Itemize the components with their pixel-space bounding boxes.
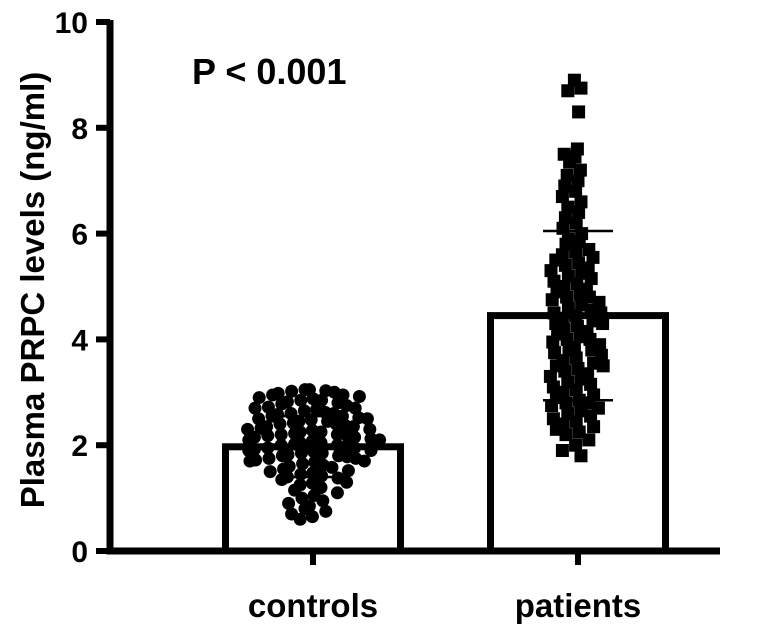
data-point-controls xyxy=(261,441,275,455)
data-point-patients xyxy=(596,359,610,373)
data-point-controls xyxy=(319,504,333,518)
data-point-patients xyxy=(558,258,572,272)
data-point-controls xyxy=(265,409,279,423)
data-point-patients xyxy=(572,105,586,119)
y-axis-title: Plasma PRPC levels (ng/ml) xyxy=(14,72,51,509)
data-point-patients xyxy=(561,84,575,98)
data-point-patients xyxy=(546,335,560,349)
data-point-patients xyxy=(573,163,587,177)
significance-annotation: P < 0.001 xyxy=(192,51,346,92)
data-points-layer xyxy=(241,73,610,526)
y-tick-label: 6 xyxy=(71,219,88,252)
data-point-controls xyxy=(252,391,266,405)
data-point-patients xyxy=(586,250,600,264)
data-point-controls xyxy=(294,393,308,407)
data-point-patients xyxy=(543,369,557,383)
data-point-controls xyxy=(348,430,362,444)
data-point-patients xyxy=(584,272,598,286)
data-point-patients xyxy=(558,364,572,378)
data-point-patients xyxy=(569,383,583,397)
y-tick-label: 4 xyxy=(71,324,88,357)
data-point-patients xyxy=(587,420,601,434)
data-point-patients xyxy=(574,195,588,209)
data-point-controls xyxy=(288,437,302,451)
data-point-controls xyxy=(293,512,307,526)
axes-layer: 0 2 4 6 8 10 controls patients xyxy=(55,7,720,624)
data-point-patients xyxy=(555,443,569,457)
data-point-patients xyxy=(582,433,596,447)
data-point-patients xyxy=(569,184,583,198)
x-category-label: patients xyxy=(515,587,642,624)
data-point-controls xyxy=(282,496,296,510)
data-point-controls xyxy=(248,401,262,415)
error-bars-layer xyxy=(278,229,613,479)
data-point-controls xyxy=(285,384,299,398)
data-point-patients xyxy=(558,211,572,225)
data-point-controls xyxy=(262,451,276,465)
data-point-patients xyxy=(560,290,574,304)
data-point-patients xyxy=(558,179,572,193)
data-point-controls xyxy=(305,510,319,524)
data-point-controls xyxy=(357,454,371,468)
data-point-controls xyxy=(296,457,310,471)
y-tick-label: 2 xyxy=(71,430,88,463)
data-point-controls xyxy=(242,443,256,457)
data-point-patients xyxy=(561,200,575,214)
data-point-controls xyxy=(341,464,355,478)
data-point-controls xyxy=(261,429,275,443)
y-tick-label: 10 xyxy=(55,7,88,40)
data-point-patients xyxy=(569,216,583,230)
data-point-controls xyxy=(330,486,344,500)
data-point-patients xyxy=(545,399,559,413)
data-point-controls xyxy=(348,441,362,455)
data-point-patients xyxy=(545,293,559,307)
data-point-controls xyxy=(298,383,312,397)
data-point-controls xyxy=(286,416,300,430)
data-point-patients xyxy=(596,317,610,331)
data-point-patients xyxy=(544,264,558,278)
data-point-controls xyxy=(275,397,289,411)
data-point-patients xyxy=(574,81,588,95)
data-point-controls xyxy=(360,412,374,426)
y-tick-label: 8 xyxy=(71,113,88,146)
data-point-controls xyxy=(352,390,366,404)
y-tick-label: 0 xyxy=(71,536,88,569)
data-point-controls xyxy=(275,473,289,487)
data-point-controls xyxy=(275,449,289,463)
data-point-patients xyxy=(563,155,577,169)
data-point-controls xyxy=(325,460,339,474)
data-point-controls xyxy=(315,446,329,460)
data-point-patients xyxy=(560,168,574,182)
data-point-controls xyxy=(316,494,330,508)
data-point-controls xyxy=(363,422,377,436)
data-point-controls xyxy=(274,428,288,442)
data-point-controls xyxy=(340,475,354,489)
data-point-controls xyxy=(266,388,280,402)
data-point-controls xyxy=(314,425,328,439)
data-point-patients xyxy=(574,449,588,463)
data-point-controls xyxy=(263,465,277,479)
data-point-patients xyxy=(569,414,583,428)
data-point-controls xyxy=(294,446,308,460)
data-point-controls xyxy=(297,404,311,418)
data-point-controls xyxy=(273,417,287,431)
data-point-controls xyxy=(243,454,257,468)
data-point-patients xyxy=(569,438,583,452)
x-category-label: controls xyxy=(248,587,378,624)
data-point-patients xyxy=(572,205,586,219)
data-point-patients xyxy=(584,409,598,423)
data-point-patients xyxy=(584,377,598,391)
data-point-controls xyxy=(314,436,328,450)
data-point-controls xyxy=(364,443,378,457)
data-point-controls xyxy=(242,433,256,447)
data-point-controls xyxy=(274,438,288,452)
data-point-patients xyxy=(569,351,583,365)
data-point-patients xyxy=(559,428,573,442)
data-point-patients xyxy=(555,190,569,204)
data-point-patients xyxy=(571,174,585,188)
data-point-controls xyxy=(373,433,387,447)
